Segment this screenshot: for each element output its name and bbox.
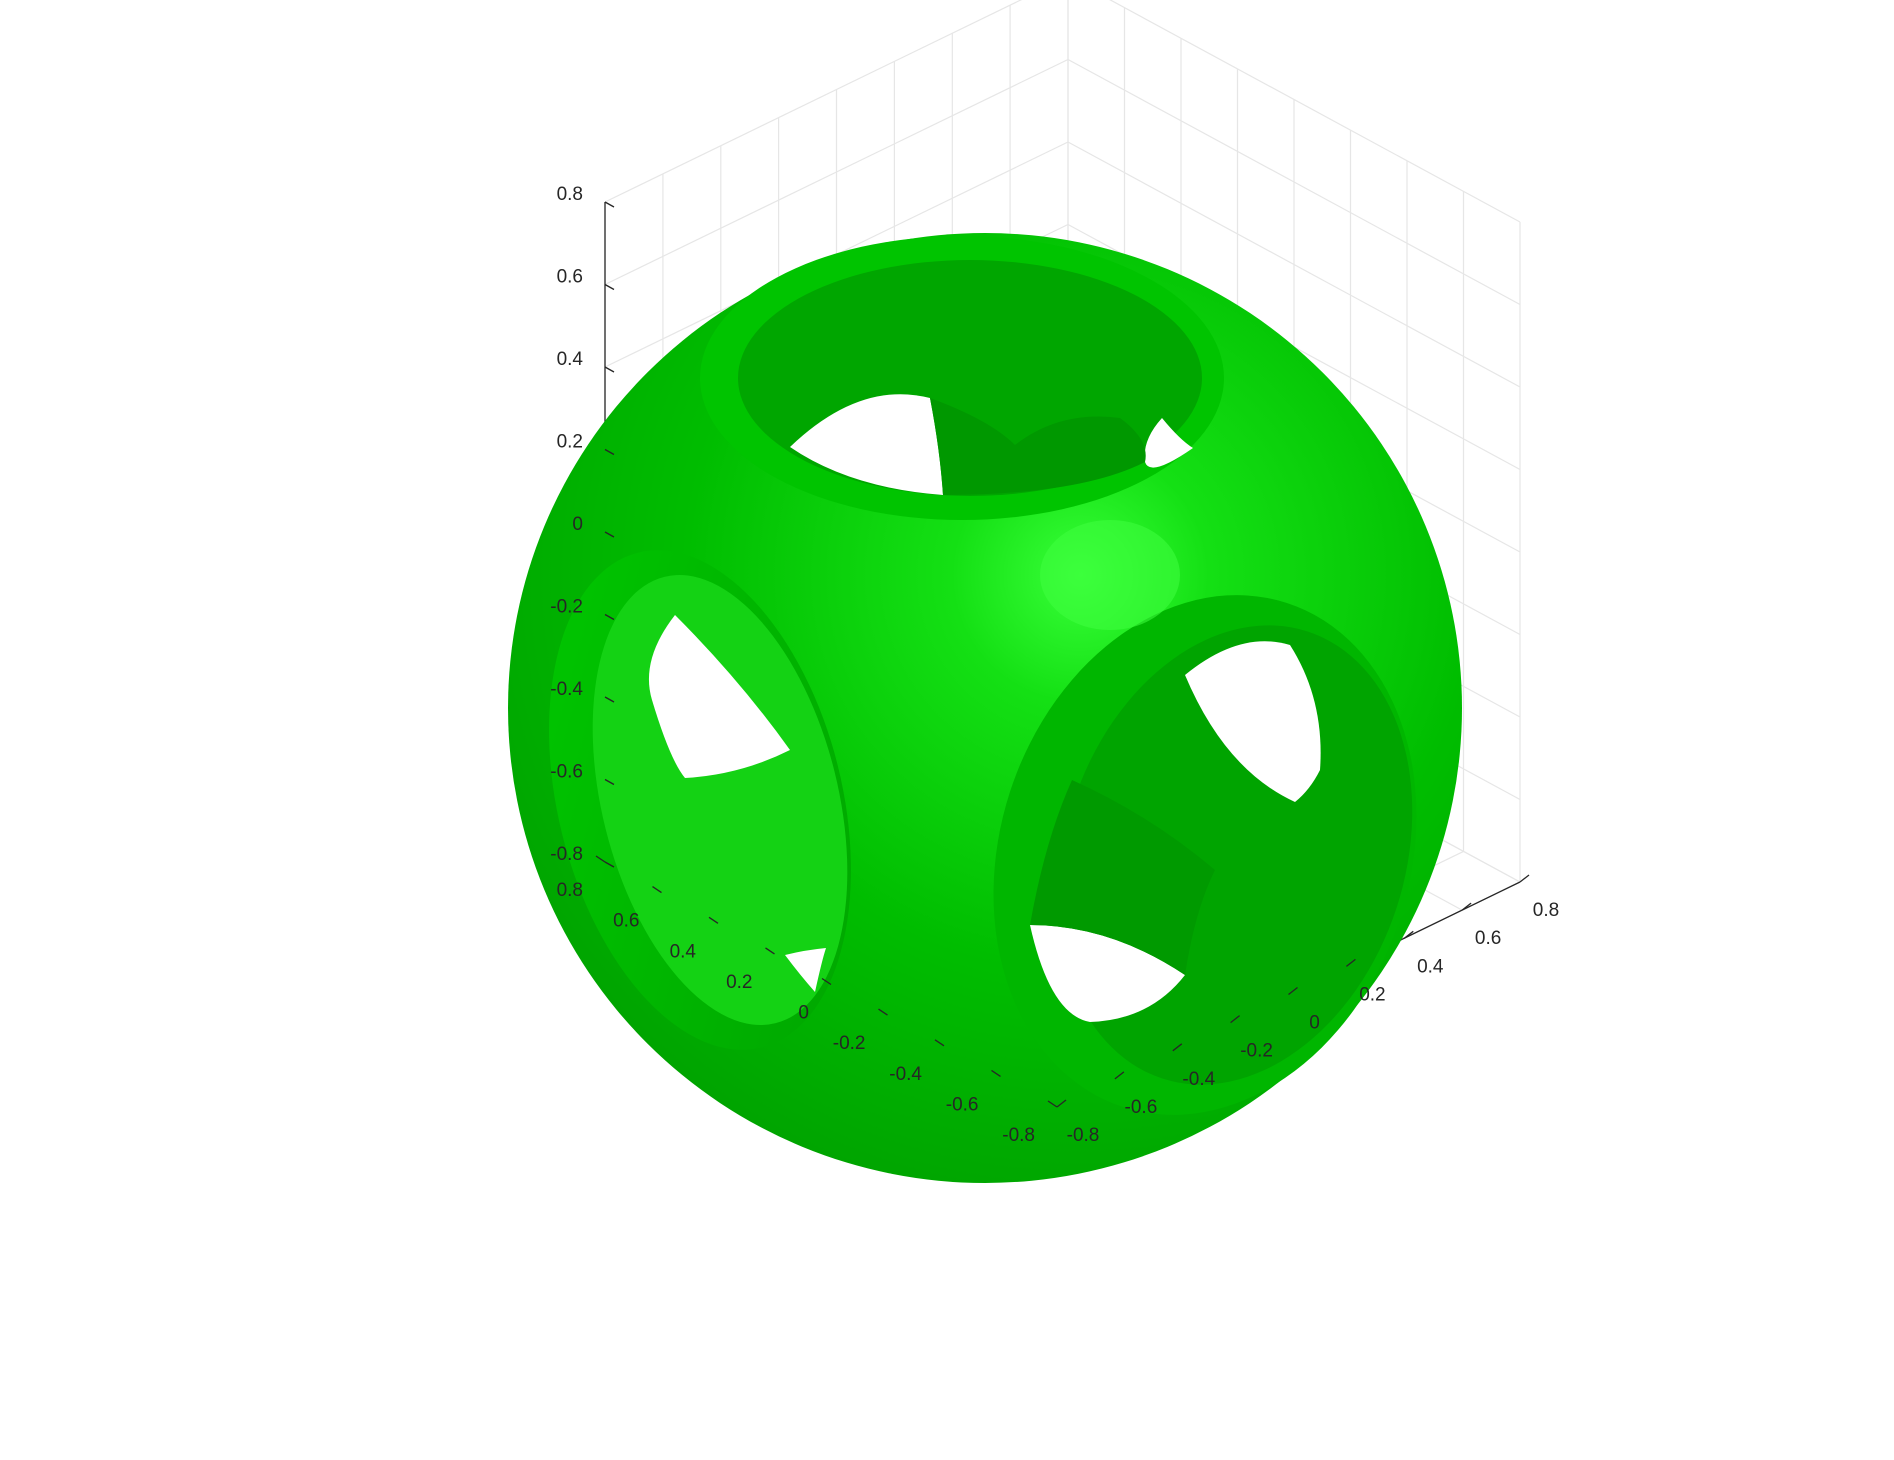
z-tick-label: -0.4: [550, 679, 583, 700]
z-tick-label: -0.2: [550, 597, 583, 618]
y-tick: [595, 855, 606, 863]
left-bore-opening-upper: [648, 615, 790, 778]
right-bore-opening-upper: [1185, 641, 1321, 802]
top-bore-back-wall: [930, 398, 1146, 495]
back-wall-grid-line: [604, 0, 1023, 203]
x-tick: [1519, 874, 1530, 883]
z-tick: [604, 696, 615, 703]
left-bore-opening-lower: [785, 948, 826, 992]
tick-labels: -0.8 -0.6 -0.4 -0.2 0 0.2 0.4 0.6 0.8 -0.8 -0.6 -0.…: [550, 184, 1559, 1146]
side-wall-grid-line: [1067, 141, 1521, 388]
x-tick-label: 0.4: [1417, 956, 1444, 977]
top-bore-opening-left: [790, 394, 943, 495]
z-tick: [604, 201, 615, 208]
y-tick-label: 0.6: [613, 911, 639, 932]
x-tick: [1172, 1043, 1183, 1052]
y-tick: [1047, 1100, 1058, 1108]
back-wall-grid-line: [604, 58, 1069, 286]
side-wall-grid-line: [1109, 0, 1521, 223]
z-tick-label: 0.2: [557, 432, 583, 453]
z-tick: [604, 366, 615, 373]
x-tick: [1461, 902, 1472, 911]
x-tick: [1056, 1099, 1067, 1108]
y-tick-label: 0.4: [670, 941, 697, 962]
z-tick-label: -0.6: [550, 762, 583, 783]
y-tick-label: -0.2: [833, 1033, 866, 1054]
top-bore-opening-right: [1144, 418, 1193, 468]
y-tick-label: -0.4: [889, 1064, 922, 1085]
z-tick: [604, 531, 615, 538]
x-tick-label: -0.8: [1067, 1125, 1100, 1146]
z-tick: [604, 778, 615, 786]
z-tick-label: -0.8: [550, 844, 583, 865]
x-tick-label: 0.2: [1359, 984, 1385, 1005]
x-tick: [1230, 1015, 1240, 1024]
right-bore-opening-lower: [1030, 925, 1185, 1022]
y-tick: [991, 1069, 1001, 1077]
x-tick-label: 0.8: [1533, 900, 1559, 921]
z-tick-label: 0.4: [557, 349, 584, 370]
y-tick: [878, 1008, 888, 1016]
z-tick-label: 0.8: [557, 184, 583, 205]
y-tick: [652, 886, 662, 894]
axes-ticks: [595, 201, 1530, 1108]
x-tick-label: 0.6: [1475, 928, 1501, 949]
y-tick-label: 0: [798, 1003, 809, 1024]
surface-object: [508, 233, 1462, 1183]
x-tick-label: -0.6: [1125, 1097, 1158, 1118]
x-tick: [1288, 986, 1298, 996]
z-tick: [604, 613, 615, 621]
x-tick: [1403, 930, 1414, 939]
y-tick: [821, 977, 832, 986]
y-tick-label: -0.8: [1002, 1125, 1035, 1146]
y-tick: [934, 1039, 945, 1047]
y-tick: [708, 916, 719, 924]
y-tick-label: -0.6: [946, 1094, 979, 1115]
x-tick-label: 0: [1309, 1013, 1320, 1034]
x-tick-label: -0.4: [1182, 1069, 1215, 1090]
side-wall-grid-line: [1067, 58, 1521, 306]
y-tick-label: 0.2: [726, 972, 752, 993]
z-tick: [604, 283, 615, 291]
y-tick: [765, 947, 775, 955]
x-tick: [1346, 958, 1356, 967]
z-tick: [604, 448, 615, 456]
x-tick-label: -0.2: [1240, 1041, 1273, 1062]
y-tick-label: 0.8: [557, 880, 583, 901]
right-bore-center-wall: [1030, 780, 1215, 975]
z-tick: [604, 861, 615, 868]
x-tick: [1114, 1071, 1125, 1080]
z-tick-label: 0: [572, 514, 583, 535]
surface-highlight: [1040, 520, 1180, 630]
z-tick-label: 0.6: [557, 267, 583, 288]
